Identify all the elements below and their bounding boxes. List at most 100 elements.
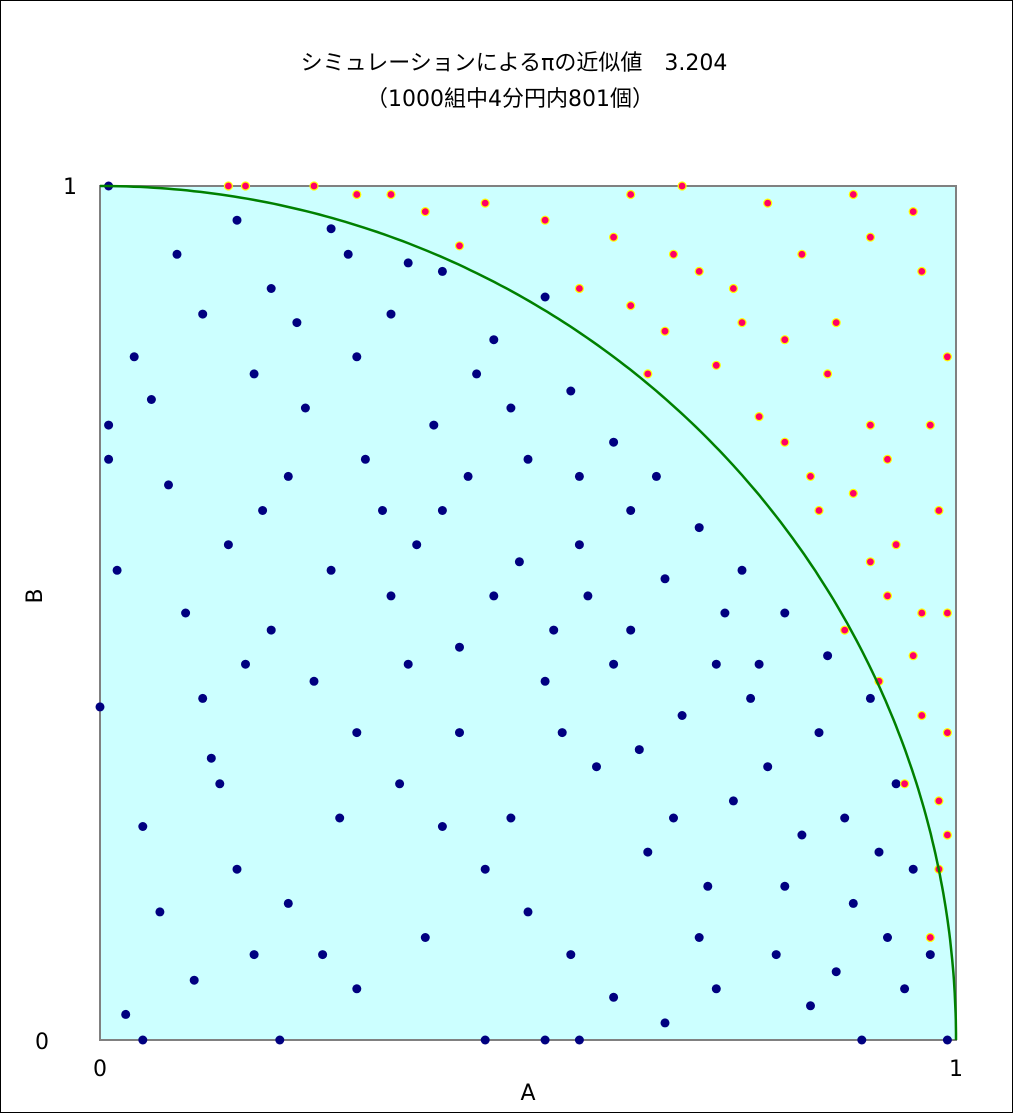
inside-point-64 (643, 847, 653, 857)
outside-point-18 (882, 454, 893, 464)
outside-point-38 (882, 591, 893, 601)
inside-point-59 (677, 711, 687, 720)
inside-point-106 (360, 454, 370, 464)
inside-point-10 (275, 1035, 285, 1045)
inside-point-118 (806, 1001, 815, 1011)
quarter-circle-curve (100, 184, 958, 1040)
outside-point-13 (660, 326, 670, 336)
outside-point-10 (865, 232, 876, 242)
inside-point-78 (172, 249, 182, 259)
inside-point-66 (540, 676, 550, 686)
inside-point-112 (634, 745, 644, 755)
inside-point-31 (891, 779, 901, 789)
inside-point-95 (352, 984, 362, 994)
inside-point-5 (104, 420, 114, 430)
inside-point-11 (480, 1035, 490, 1045)
y-tick-label-bottom: 0 (35, 1030, 49, 1055)
inside-point-53 (386, 309, 396, 319)
inside-point-40 (480, 864, 490, 874)
outside-point-2 (309, 181, 319, 191)
inside-point-21 (429, 420, 439, 430)
inside-point-28 (780, 608, 790, 618)
inside-point-69 (386, 591, 396, 601)
outside-point-35 (891, 540, 901, 550)
inside-point-79 (266, 284, 276, 293)
inside-point-57 (574, 540, 584, 550)
outside-point-4 (480, 198, 490, 208)
inside-point-12 (540, 1035, 550, 1045)
inside-point-47 (232, 864, 242, 874)
outside-point-53 (737, 318, 747, 328)
inside-point-42 (566, 950, 576, 960)
outside-point-15 (942, 352, 953, 362)
chart-subtitle: （1000組中4分円内801個） (366, 87, 654, 112)
inside-point-29 (823, 651, 833, 661)
x-tick-label-right: 1 (949, 1057, 963, 1082)
inside-point-7 (95, 702, 105, 712)
inside-point-103 (258, 506, 268, 515)
inside-point-58 (626, 625, 636, 635)
inside-point-8 (121, 1009, 131, 1019)
inside-point-109 (514, 557, 524, 567)
inside-point-115 (720, 608, 730, 618)
inside-point-70 (335, 813, 345, 823)
inside-point-111 (583, 591, 593, 601)
inside-point-13 (574, 1035, 584, 1045)
inside-point-35 (266, 625, 276, 635)
inside-point-117 (771, 950, 781, 960)
inside-point-39 (437, 822, 447, 831)
inside-point-1 (232, 215, 242, 225)
outside-point-0 (223, 181, 233, 191)
inside-point-9 (138, 1035, 148, 1045)
outside-point-33 (780, 437, 790, 447)
inside-point-89 (814, 728, 824, 738)
inside-point-87 (711, 659, 721, 669)
outside-point-30 (608, 232, 619, 242)
outside-point-17 (754, 412, 764, 422)
inside-point-52 (352, 352, 362, 362)
outside-point-19 (934, 505, 944, 516)
inside-point-105 (343, 249, 353, 259)
inside-point-22 (489, 335, 499, 345)
outside-point-8 (848, 189, 858, 200)
outside-point-40 (942, 830, 953, 840)
inside-point-60 (728, 796, 738, 806)
inside-point-15 (942, 1035, 952, 1045)
inside-point-16 (198, 309, 208, 319)
inside-point-97 (112, 565, 122, 575)
outside-point-39 (840, 625, 850, 635)
inside-point-74 (763, 762, 773, 772)
inside-point-72 (660, 1018, 670, 1028)
outside-point-48 (352, 189, 362, 200)
y-tick-label-top: 1 (63, 175, 77, 200)
x-axis-label: A (520, 1081, 535, 1106)
inside-point-113 (669, 813, 678, 823)
inside-point-34 (223, 540, 233, 550)
inside-point-38 (395, 779, 405, 789)
inside-point-25 (651, 471, 661, 481)
inside-point-27 (737, 565, 747, 575)
outside-point-1 (240, 181, 251, 191)
outside-point-24 (942, 727, 953, 738)
inside-point-116 (754, 659, 764, 669)
outside-point-32 (643, 369, 653, 379)
outside-point-47 (420, 207, 430, 217)
inside-point-93 (455, 642, 464, 652)
outside-point-25 (899, 779, 910, 789)
outside-point-14 (917, 266, 927, 276)
scatter-points (95, 181, 953, 1045)
inside-point-86 (660, 574, 670, 584)
inside-point-110 (549, 625, 559, 635)
inside-point-20 (378, 506, 387, 515)
outside-point-21 (814, 505, 824, 516)
inside-point-4 (540, 292, 550, 302)
inside-point-23 (566, 386, 576, 396)
inside-point-24 (609, 437, 619, 447)
outside-point-44 (626, 301, 636, 311)
x-tick-label-left: 0 (93, 1057, 107, 1082)
inside-point-61 (780, 881, 790, 891)
outside-point-37 (908, 651, 918, 661)
outside-point-43 (711, 360, 721, 370)
outside-point-41 (934, 796, 944, 806)
